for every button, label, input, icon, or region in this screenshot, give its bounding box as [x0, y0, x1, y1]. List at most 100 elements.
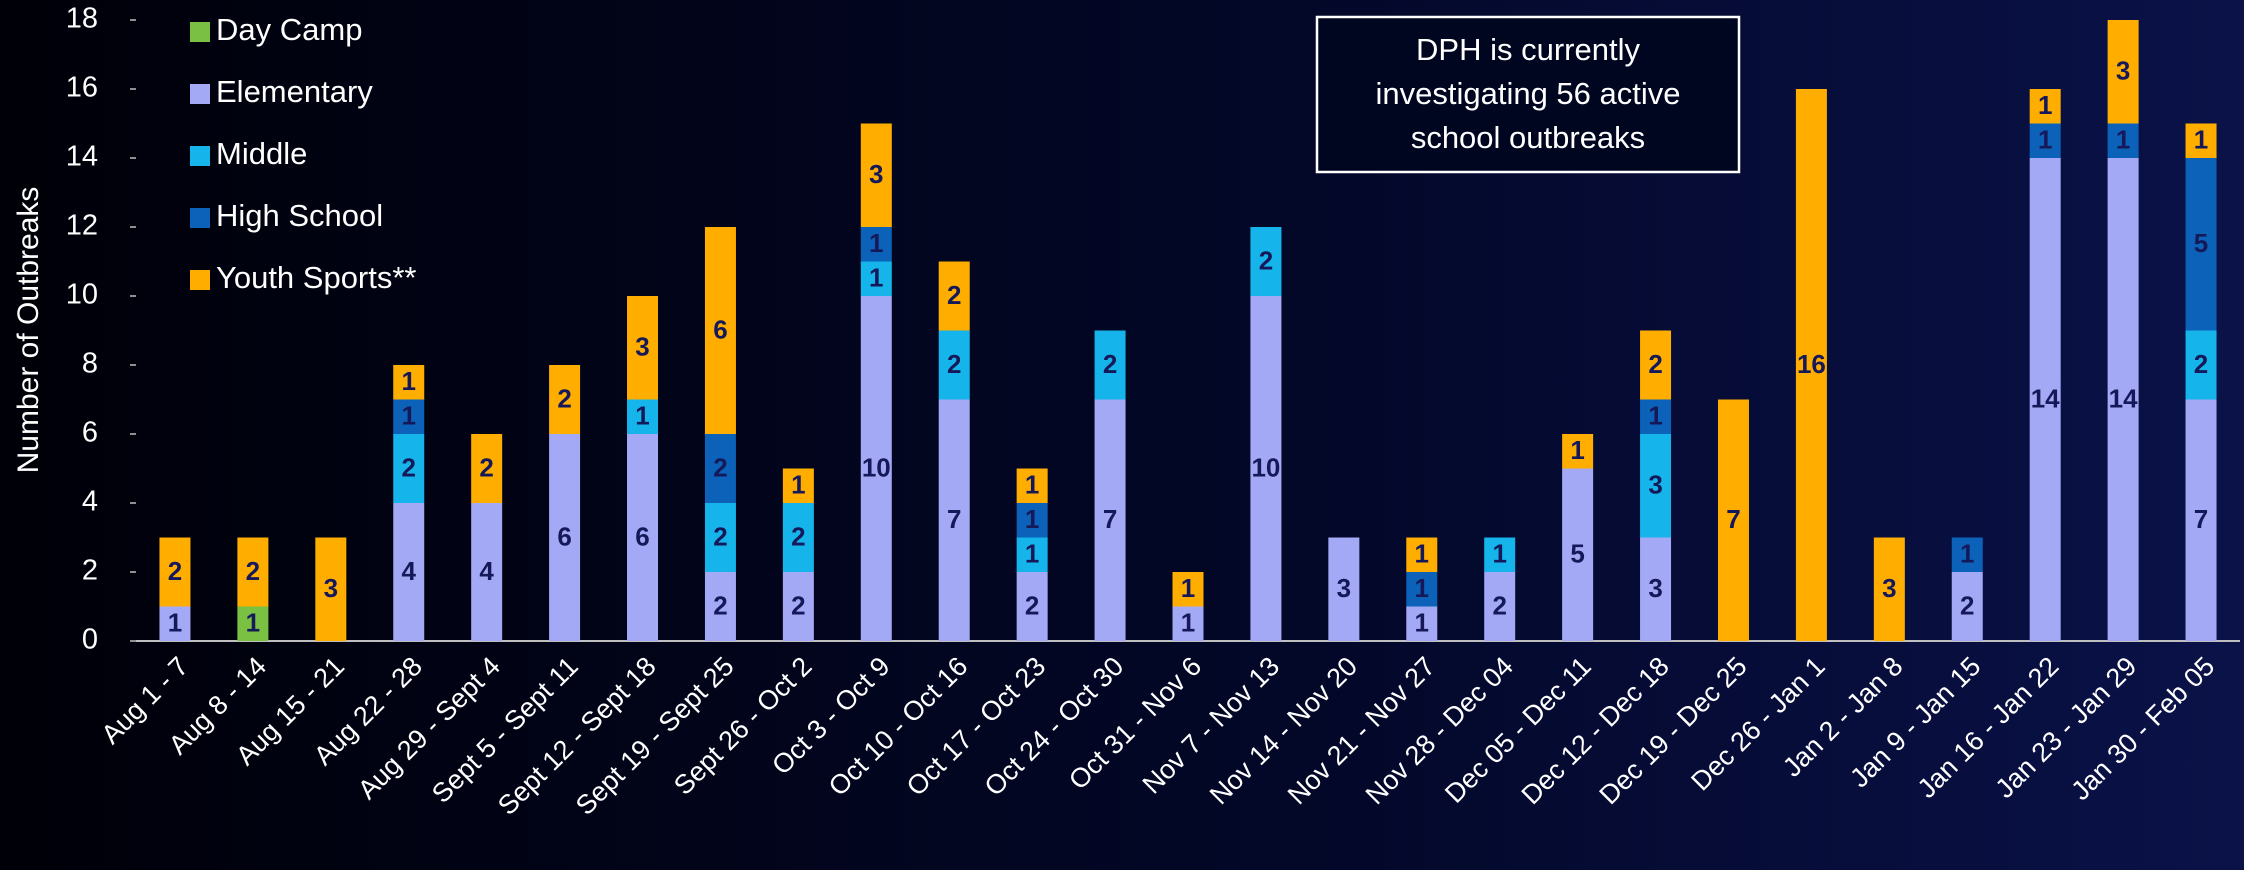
- x-tick-label: Jan 23 - Jan 29: [1990, 651, 2143, 804]
- bar-segment: [704, 572, 736, 641]
- data-label: 1: [1181, 573, 1195, 603]
- data-label: 5: [1570, 539, 1584, 569]
- y-tick-label: 12: [66, 210, 98, 242]
- data-label: 1: [1025, 539, 1039, 569]
- annotation-box: [1315, 15, 1741, 174]
- bar-segment: [1094, 399, 1126, 641]
- legend-swatch: [190, 22, 210, 42]
- y-tick-label: 4: [82, 486, 98, 518]
- bar-segment: [393, 365, 425, 400]
- bar-segment: [1094, 330, 1126, 400]
- x-tick-label: Dec 26 - Jan 1: [1685, 651, 1830, 796]
- legend-swatch: [190, 270, 210, 290]
- data-label: 6: [635, 521, 649, 551]
- bar-segment: [860, 296, 892, 641]
- data-label: 1: [2194, 125, 2208, 155]
- legend-swatch: [190, 208, 210, 228]
- data-label: 2: [947, 349, 961, 379]
- bar-segment: [237, 606, 269, 641]
- data-label: 7: [947, 504, 961, 534]
- data-label: 1: [1570, 435, 1584, 465]
- bar-segment: [471, 434, 503, 503]
- data-label: 1: [1415, 539, 1429, 569]
- bar-segment: [471, 503, 503, 641]
- data-label: 14: [2031, 383, 2060, 413]
- data-label: 3: [635, 332, 649, 362]
- bar-segment: [1873, 537, 1905, 641]
- data-label: 2: [791, 521, 805, 551]
- legend-swatch: [190, 84, 210, 104]
- data-label: 3: [1882, 573, 1896, 603]
- x-tick-label: Aug 29 - Sept 4: [352, 651, 506, 805]
- data-label: 7: [1103, 504, 1117, 534]
- bar-segment: [2107, 123, 2139, 158]
- bar-segment: [393, 503, 425, 641]
- bar-segment: [549, 434, 581, 641]
- legend-swatch: [190, 146, 210, 166]
- x-tick-label: Oct 31 - Nov 6: [1063, 651, 1207, 795]
- data-label: 2: [1492, 590, 1506, 620]
- data-label: 2: [1648, 349, 1662, 379]
- data-label: 2: [713, 590, 727, 620]
- data-label: 1: [402, 366, 416, 396]
- x-tick-label: Jan 16 - Jan 22: [1912, 651, 2065, 804]
- data-label: 1: [1415, 608, 1429, 638]
- annotation: investigating 56 active: [1375, 76, 1680, 111]
- y-tick-label: 18: [66, 3, 98, 35]
- data-label: 1: [168, 608, 182, 638]
- bar-segment: [393, 434, 425, 503]
- bar-segment: [1406, 572, 1438, 607]
- legend-label: Middle: [216, 136, 307, 171]
- data-label: 1: [1025, 470, 1039, 500]
- bar-segment: [860, 261, 892, 296]
- bar-segment: [315, 537, 347, 641]
- bar-segment: [782, 468, 814, 503]
- bar-segment: [2107, 158, 2139, 641]
- bar-segment: [159, 537, 191, 607]
- data-label: 1: [1648, 401, 1662, 431]
- y-tick-label: 16: [66, 72, 98, 104]
- bar-segment: [627, 296, 659, 400]
- data-label: 1: [1492, 539, 1506, 569]
- data-label: 1: [1025, 504, 1039, 534]
- legend-label: Elementary: [216, 74, 373, 109]
- data-label: 2: [791, 590, 805, 620]
- bar-segment: [704, 434, 736, 503]
- y-axis-label: Number of Outbreaks: [12, 187, 45, 474]
- x-tick-label: Jan 30 - Feb 05: [2065, 651, 2220, 806]
- y-tick-label: 8: [82, 348, 98, 380]
- data-label: 6: [557, 521, 571, 551]
- bar-segment: [1250, 296, 1282, 641]
- y-tick-label: 14: [66, 141, 98, 173]
- data-label: 1: [2116, 125, 2130, 155]
- legend-label: Youth Sports**: [216, 260, 417, 295]
- bar-segment: [393, 399, 425, 434]
- legend-label: Day Camp: [216, 12, 362, 47]
- bar-segment: [1016, 468, 1048, 503]
- data-label: 2: [1103, 349, 1117, 379]
- bar-segment: [1795, 89, 1827, 641]
- annotation: DPH is currently: [1416, 32, 1640, 67]
- y-tick-label: 10: [66, 279, 98, 311]
- bar-segment: [627, 399, 659, 434]
- data-label: 3: [1648, 573, 1662, 603]
- bar-segment: [1951, 537, 1983, 572]
- data-label: 2: [1025, 590, 1039, 620]
- data-label: 2: [1259, 245, 1273, 275]
- data-label: 2: [713, 452, 727, 482]
- data-label: 2: [1960, 590, 1974, 620]
- bar-segment: [1250, 227, 1282, 296]
- x-tick-label: Dec 05 - Dec 11: [1439, 651, 1597, 809]
- data-label: 14: [2109, 383, 2138, 413]
- bar-segment: [1484, 537, 1516, 572]
- data-label: 16: [1797, 349, 1826, 379]
- data-label: 2: [713, 521, 727, 551]
- bar-segment: [1640, 330, 1672, 400]
- bar-segment: [704, 503, 736, 572]
- bar-segment: [1016, 572, 1048, 641]
- bar-segment: [860, 227, 892, 262]
- y-tick-label: 6: [82, 417, 98, 449]
- y-tick-label: 0: [82, 624, 98, 656]
- data-label: 1: [2038, 90, 2052, 120]
- data-label: 7: [1726, 504, 1740, 534]
